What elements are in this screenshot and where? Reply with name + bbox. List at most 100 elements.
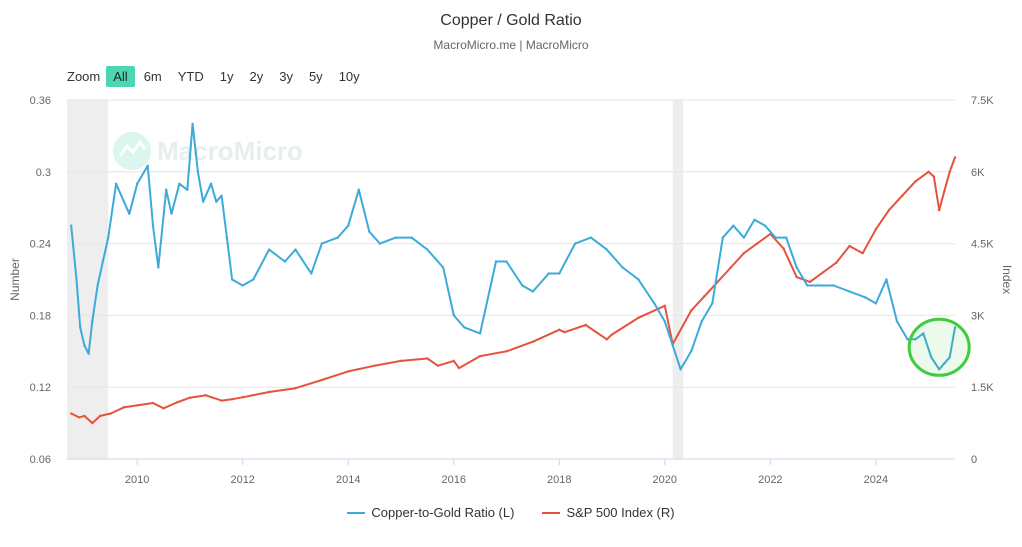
zoom-button-ytd[interactable]: YTD [177,68,204,84]
data-point-copper-gold [191,122,194,126]
data-point-copper-gold [410,236,413,239]
data-point-copper-gold [478,332,482,335]
data-point-copper-gold [953,326,957,329]
data-point-copper-gold [215,200,218,203]
zoom-button-2y[interactable]: 2y [249,68,264,84]
data-point-copper-gold [135,182,139,185]
data-point-sp500 [241,396,244,399]
data-point-sp500 [927,170,930,173]
legend-item-copper-gold[interactable]: Copper-to-Gold Ratio (L) [347,505,514,520]
chart-subtitle: MacroMicro.me | MacroMicro [433,38,589,52]
x-tick-label: 2012 [230,474,254,486]
data-point-sp500 [452,359,455,363]
y-right-tick-label: 7.5K [971,95,994,107]
data-point-copper-gold [774,236,777,239]
data-point-sp500 [584,323,587,327]
data-point-copper-gold [378,242,382,245]
legend-label-copper-gold: Copper-to-Gold Ratio (L) [371,505,515,520]
zoom-button-10y[interactable]: 10y [338,68,360,84]
chart-plot[interactable]: MacroMicro 0.06 0 0.12 1.5K 0.18 3K 0.24 4.5K 0.… [0,0,1022,500]
recession-shading-1 [672,100,684,459]
chart-title: Copper / Gold Ratio [440,12,582,29]
zoom-button-6m[interactable]: 6m [143,68,162,84]
data-point-copper-gold [157,266,160,269]
data-point-copper-gold [294,248,297,251]
legend-line-copper-gold [347,511,366,514]
data-point-sp500 [109,412,112,415]
data-point-sp500 [83,414,86,418]
data-point-copper-gold [452,314,455,317]
data-point-sp500 [637,316,640,319]
data-point-copper-gold [320,242,324,245]
x-tick-label: 2014 [336,474,360,486]
data-point-copper-gold [621,266,624,269]
data-point-copper-gold [637,278,640,281]
y-left-tick-label: 0.3 [36,167,51,179]
data-point-copper-gold [101,260,105,263]
data-point-copper-gold [742,236,746,239]
data-point-sp500 [605,338,608,341]
data-point-copper-gold [75,278,78,281]
data-point-copper-gold [96,284,99,287]
y-left-tick-label: 0.36 [30,95,51,107]
data-point-copper-gold [209,182,213,185]
y-right-tick-label: 6K [971,167,985,179]
data-point-copper-gold [441,266,445,269]
data-point-sp500 [267,390,271,394]
zoom-button-5y[interactable]: 5y [308,68,323,84]
data-point-copper-gold [700,320,703,323]
data-point-sp500 [782,247,785,250]
zoom-button-all[interactable]: All [106,65,135,87]
data-point-copper-gold [186,188,189,191]
data-point-sp500 [914,180,917,183]
data-point-copper-gold [106,236,110,239]
data-point-sp500 [436,364,440,367]
data-point-copper-gold [795,266,798,269]
data-point-sp500 [162,407,165,410]
data-point-sp500 [887,208,891,212]
data-point-copper-gold [170,212,173,215]
data-point-sp500 [821,271,825,274]
data-point-copper-gold [671,344,674,347]
legend-item-sp500[interactable]: S&P 500 Index (R) [542,505,675,520]
data-point-copper-gold [310,272,313,275]
data-point-copper-gold [806,284,809,287]
data-point-sp500 [861,251,864,255]
data-point-sp500 [426,357,429,360]
legend-line-sp500 [542,511,561,514]
data-point-copper-gold [146,164,149,168]
data-point-copper-gold [885,278,888,281]
y-right-tick-label: 4.5K [971,239,994,251]
series-line-sp500 [70,157,956,425]
data-point-copper-gold [347,224,350,227]
zoom-button-3y[interactable]: 3y [279,68,293,84]
data-point-sp500 [175,401,178,404]
data-point-copper-gold [368,230,371,233]
data-point-sp500 [663,304,667,308]
data-point-copper-gold [589,236,593,239]
data-point-copper-gold [943,362,946,365]
data-point-copper-gold [426,248,429,251]
data-point-sp500 [135,404,139,407]
data-point-copper-gold [848,290,851,293]
data-point-sp500 [848,244,851,248]
data-point-copper-gold [874,302,878,305]
data-point-sp500 [220,399,223,402]
data-point-sp500 [943,189,946,193]
data-point-copper-gold [267,248,271,251]
data-point-sp500 [742,251,746,255]
data-point-sp500 [558,328,561,331]
y-left-tick-label: 0.18 [30,310,51,322]
x-tick-label: 2022 [758,474,782,486]
data-point-sp500 [347,370,350,373]
data-point-copper-gold [763,224,767,227]
data-point-copper-gold [930,356,933,359]
data-point-copper-gold [505,260,508,263]
data-point-copper-gold [78,326,82,329]
data-point-copper-gold [721,236,725,239]
data-point-copper-gold [679,368,682,371]
zoom-button-1y[interactable]: 1y [219,68,234,84]
legend: Copper-to-Gold Ratio (L) S&P 500 Index (… [0,505,1022,520]
y-right-tick-label: 0 [971,454,977,466]
highlight-circle [907,317,971,377]
